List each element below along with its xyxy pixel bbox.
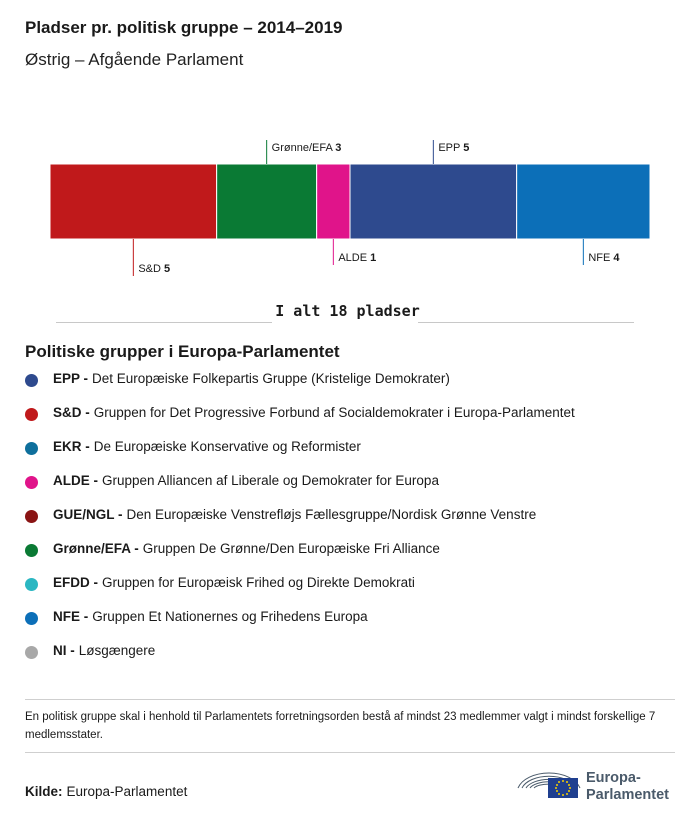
- bar-segment-epp: [349, 163, 518, 240]
- legend-text: De Europæiske Konservative og Reformiste…: [93, 439, 361, 454]
- legend-item: EFDD - Gruppen for Europæisk Frihed og Di…: [25, 575, 575, 609]
- legend-item: NI - Løsgængere: [25, 643, 575, 677]
- legend-dot: [25, 510, 38, 523]
- legend-text: Gruppen Alliancen af Liberale og Demokra…: [102, 473, 439, 488]
- legend-abbr: GUE/NGL -: [53, 507, 123, 522]
- legend-dot: [25, 374, 38, 387]
- legend-item: GUE/NGL - Den Europæiske Venstrefløjs Fæl…: [25, 507, 575, 541]
- source-label: Kilde:: [25, 784, 63, 799]
- legend-text: Den Europæiske Venstrefløjs Fællesgruppe…: [126, 507, 537, 522]
- footnote: En politisk gruppe skal i henhold til Pa…: [25, 711, 656, 741]
- legend-dot: [25, 476, 38, 489]
- legend: EPP - Det Europæiske Folkepartis Gruppe (…: [25, 371, 575, 677]
- legend-abbr: NI -: [53, 643, 75, 658]
- legend-abbr: EPP -: [53, 371, 89, 386]
- legend-abbr: S&D -: [53, 405, 90, 420]
- european-parliament-logo: [517, 772, 581, 798]
- logo-line1: Europa-: [586, 770, 641, 786]
- legend-dot: [25, 442, 38, 455]
- legend-text: Løsgængere: [78, 643, 156, 658]
- legend-text: Gruppen for Det Progressive Forbund af S…: [93, 405, 575, 420]
- data-label-nfe: NFE 4: [588, 252, 620, 264]
- source: Kilde: Europa-Parlamentet: [25, 784, 187, 799]
- total-divider-left: [56, 322, 272, 323]
- chart-subtitle: Østrig – Afgående Parlament: [25, 50, 244, 69]
- legend-item: NFE - Gruppen Et Nationernes og Frihedens…: [25, 609, 575, 643]
- total-seats-label: I alt 18 pladser: [275, 302, 420, 320]
- chart-title: Pladser pr. politisk gruppe – 2014–2019: [25, 18, 343, 37]
- bar-segment-gr-nne-efa: [216, 163, 318, 240]
- data-label-s-d: S&D 5: [138, 263, 170, 275]
- legend-dot: [25, 612, 38, 625]
- bar-segment-s-d: [49, 163, 218, 240]
- legend-title: Politiske grupper i Europa-Parlamentet: [25, 342, 340, 361]
- legend-item: EKR - De Europæiske Konservative og Refor…: [25, 439, 575, 473]
- legend-item: EPP - Det Europæiske Folkepartis Gruppe (…: [25, 371, 575, 405]
- legend-abbr: ALDE -: [53, 473, 98, 488]
- legend-abbr: NFE -: [53, 609, 89, 624]
- total-divider-right: [418, 322, 634, 323]
- data-label-epp: EPP 5: [438, 142, 469, 154]
- data-label-gr-nne-efa: Grønne/EFA 3: [272, 142, 342, 154]
- source-value: Europa-Parlamentet: [66, 784, 188, 799]
- legend-text: Gruppen Et Nationernes og Frihedens Euro…: [92, 609, 368, 624]
- logo-text: Europa- Parlamentet: [586, 770, 669, 804]
- note-divider-bottom: [25, 752, 675, 753]
- bar-segment-alde: [316, 163, 351, 240]
- legend-item: Grønne/EFA - Gruppen De Grønne/Den Europæ…: [25, 541, 575, 575]
- stacked-bar-chart: S&D 5 Grønne/EFA 3 ALDE 1 EPP 5 NFE 4: [49, 140, 651, 276]
- logo-line2: Parlamentet: [586, 787, 670, 803]
- legend-item: S&D - Gruppen for Det Progressive Forbund…: [25, 405, 575, 439]
- note-divider-top: [25, 699, 675, 700]
- legend-dot: [25, 408, 38, 421]
- legend-abbr: EKR -: [53, 439, 90, 454]
- bar-segment-nfe: [516, 163, 651, 240]
- legend-dot: [25, 646, 38, 659]
- legend-text: Gruppen De Grønne/Den Europæiske Fri All…: [142, 541, 440, 556]
- legend-abbr: Grønne/EFA -: [53, 541, 139, 556]
- legend-text: Gruppen for Europæisk Frihed og Direkte …: [102, 575, 415, 590]
- legend-abbr: EFDD -: [53, 575, 98, 590]
- data-label-alde: ALDE 1: [338, 252, 376, 264]
- legend-text: Det Europæiske Folkepartis Gruppe (Krist…: [92, 371, 450, 386]
- legend-item: ALDE - Gruppen Alliancen af Liberale og D…: [25, 473, 575, 507]
- legend-dot: [25, 544, 38, 557]
- legend-dot: [25, 578, 38, 591]
